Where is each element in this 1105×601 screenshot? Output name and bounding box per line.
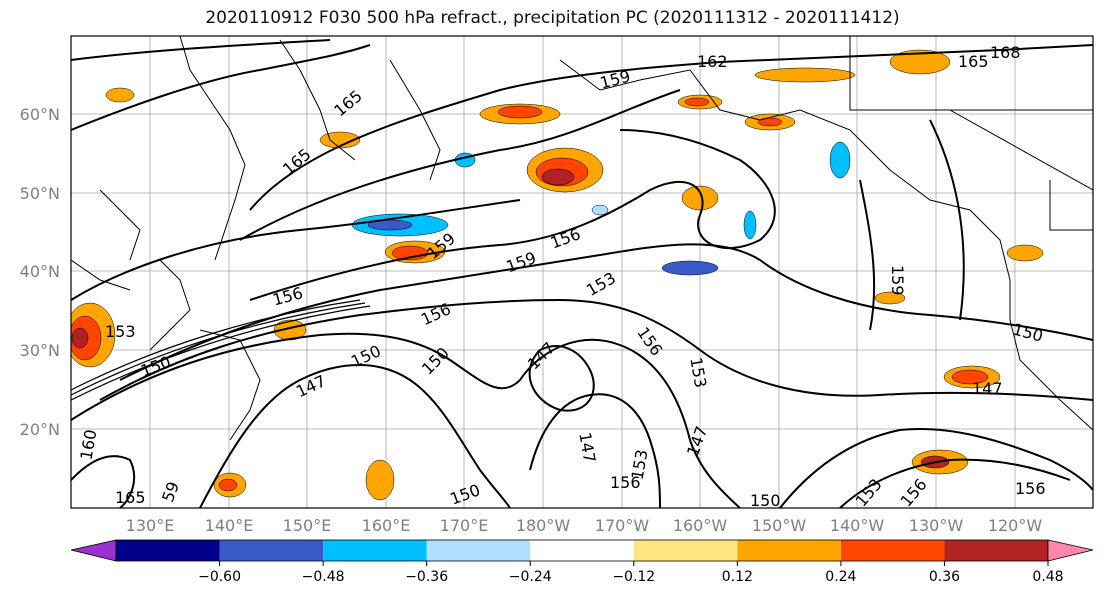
contour-label: 156: [1015, 479, 1046, 498]
colorbar-segment: [530, 540, 634, 561]
colorbar-tick-label: 0.36: [929, 569, 960, 585]
gridlines: [71, 36, 1093, 508]
colorbar-segment: [737, 540, 841, 561]
lon-label: 140°E: [205, 516, 254, 535]
colorbar-segment: [426, 540, 531, 561]
contour-label: 147: [972, 379, 1003, 398]
colorbar-right-arrow: [1047, 539, 1094, 562]
latitude-labels: 60°N 50°N 40°N 30°N 20°N: [20, 105, 60, 439]
lat-label: 50°N: [20, 184, 60, 203]
contour-label: 165: [958, 52, 989, 71]
colorbar-tick-label: −0.12: [612, 569, 655, 585]
contour-label: 156: [610, 473, 641, 492]
lon-label: 130°W: [909, 516, 964, 535]
contour-label: 165: [115, 488, 146, 507]
contour-label: 150: [750, 491, 781, 510]
contour-label: 162: [697, 52, 728, 71]
colorbar-left-arrow: [70, 539, 117, 562]
lon-label: 170°E: [440, 516, 489, 535]
colorbar-segments: [115, 539, 1049, 562]
colorbar-tick-label: −0.60: [198, 569, 241, 585]
lon-label: 140°W: [830, 516, 885, 535]
refractivity-contours: [71, 39, 1093, 508]
colorbar-segment: [840, 540, 945, 561]
lon-label: 120°W: [988, 516, 1043, 535]
colorbar-tick-label: 0.48: [1032, 569, 1063, 585]
colorbar-tick-label: −0.24: [509, 569, 552, 585]
colorbar: −0.60 −0.48 −0.36 −0.24 −0.12 0.12 0.24 0.36 0.4…: [70, 539, 1094, 585]
lon-label: 150°W: [752, 516, 807, 535]
colorbar-ticks: −0.60 −0.48 −0.36 −0.24 −0.12 0.12 0.24 0.36 0.4…: [198, 561, 1064, 585]
coastlines: [71, 36, 1093, 441]
lat-label: 60°N: [20, 105, 60, 124]
lon-label: 170°W: [595, 516, 650, 535]
colorbar-tick-label: −0.48: [302, 569, 345, 585]
colorbar-tick-label: −0.36: [405, 569, 448, 585]
map-plot-area: 165 165 159 162 165 168 159 159 156 156 …: [71, 36, 1093, 510]
colorbar-segment: [633, 540, 738, 561]
contour-label: 159: [888, 265, 907, 296]
lon-label: 130°E: [126, 516, 175, 535]
lon-label: 160°W: [673, 516, 728, 535]
contour-label: 153: [105, 322, 136, 341]
lat-label: 30°N: [20, 341, 60, 360]
lat-label: 40°N: [20, 262, 60, 281]
lon-label: 160°E: [362, 516, 411, 535]
longitude-labels: 130°E 140°E 150°E 160°E 170°E 180°W 170°…: [126, 516, 1043, 535]
colorbar-segment: [944, 540, 1048, 561]
colorbar-tick-label: 0.24: [825, 569, 856, 585]
refractivity-contours-thin: [71, 299, 371, 401]
colorbar-segment: [323, 540, 427, 561]
map-title: 2020110912 F030 500 hPa refract., precip…: [205, 8, 900, 28]
colorbar-tick-label: 0.12: [722, 569, 753, 585]
contour-label: 168: [990, 43, 1021, 62]
lon-label: 180°W: [516, 516, 571, 535]
lat-label: 20°N: [20, 420, 60, 439]
map-frame: [70, 35, 1094, 509]
colorbar-segment: [219, 540, 324, 561]
colorbar-segment: [116, 540, 220, 561]
lon-label: 150°E: [283, 516, 332, 535]
